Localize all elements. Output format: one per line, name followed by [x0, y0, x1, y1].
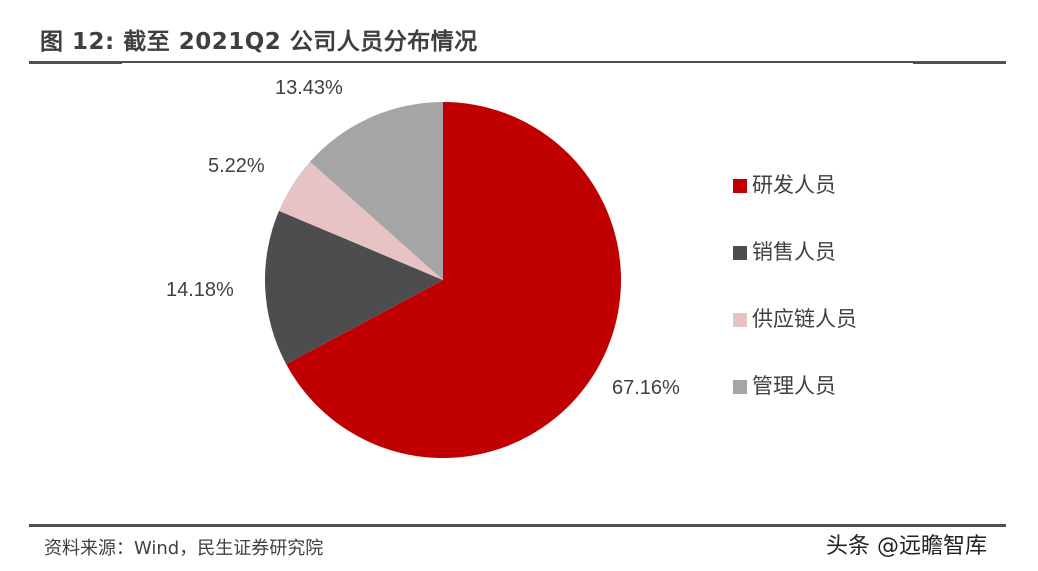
pie-slice-rd — [286, 102, 622, 459]
legend-swatch-icon — [733, 313, 747, 327]
legend-item-supply-chain: 供应链人员 — [733, 302, 857, 369]
data-label-management: 13.43% — [275, 77, 343, 99]
chart-legend: 研发人员 销售人员 供应链人员 管理人员 — [733, 168, 857, 436]
legend-label: 供应链人员 — [752, 307, 857, 331]
source-note: 资料来源：Wind，民生证券研究院 — [44, 538, 324, 559]
legend-swatch-icon — [733, 179, 747, 193]
legend-swatch-icon — [733, 380, 747, 394]
title-divider-accent-left — [29, 61, 122, 64]
data-label-rd: 67.16% — [612, 377, 680, 399]
pie-slice-supply-chain — [278, 161, 443, 280]
title-divider — [29, 61, 1006, 63]
footer-divider — [29, 524, 1006, 527]
watermark: 头条 @远瞻智库 — [826, 534, 987, 559]
pie-slice-sales — [265, 210, 443, 365]
legend-item-management: 管理人员 — [733, 369, 857, 436]
legend-label: 销售人员 — [752, 240, 836, 264]
legend-swatch-icon — [733, 246, 747, 260]
legend-label: 研发人员 — [752, 173, 836, 197]
legend-item-rd: 研发人员 — [733, 168, 857, 235]
data-label-sales: 14.18% — [166, 279, 234, 301]
legend-item-sales: 销售人员 — [733, 235, 857, 302]
pie-slice-management — [309, 102, 443, 280]
chart-title: 图 12: 截至 2021Q2 公司人员分布情况 — [40, 29, 478, 55]
legend-label: 管理人员 — [752, 374, 836, 398]
data-label-supply-chain: 5.22% — [208, 155, 265, 177]
title-divider-accent-right — [913, 61, 1006, 64]
